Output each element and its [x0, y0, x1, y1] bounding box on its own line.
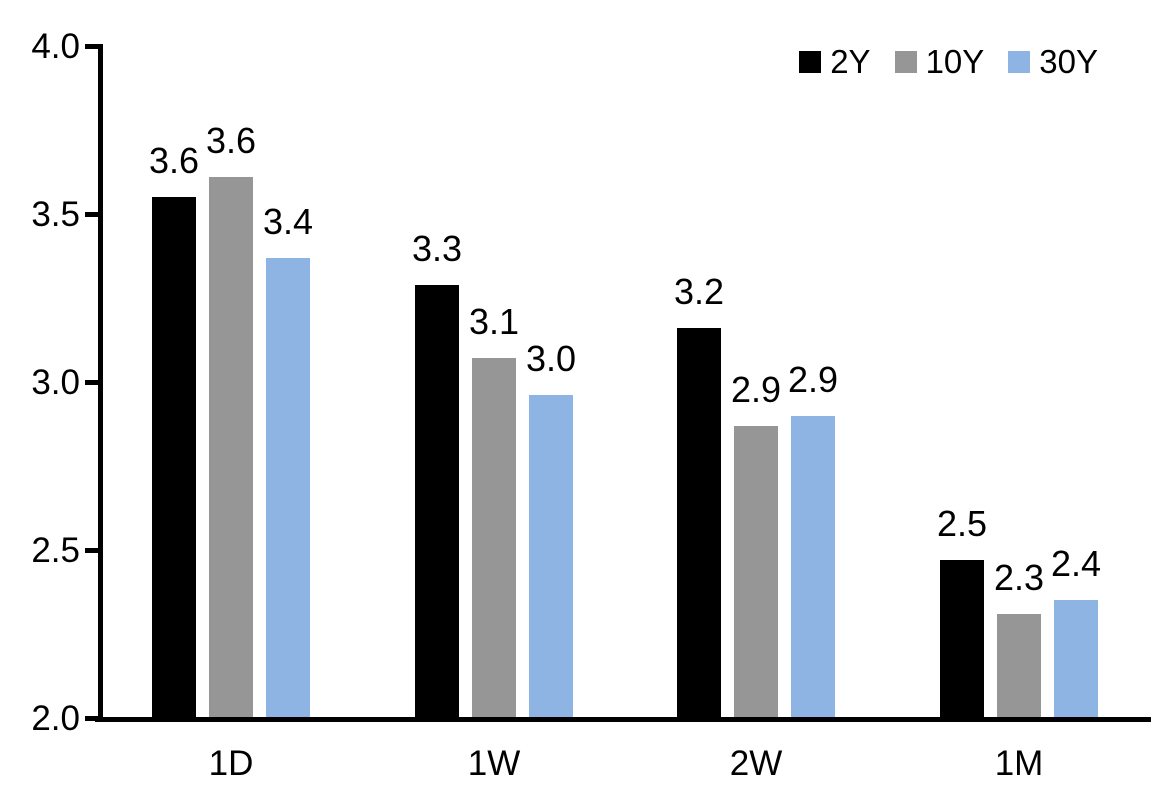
bar-30Y-2W [791, 415, 835, 717]
legend-swatch-30Y [1008, 50, 1031, 73]
data-label-30Y-1M: 2.4 [1050, 543, 1102, 585]
data-label-30Y-1D: 3.4 [262, 200, 314, 242]
bar-2Y-1W [415, 284, 459, 717]
y-axis-tick [85, 212, 98, 217]
data-label-2Y-1W: 3.3 [411, 227, 463, 269]
bar-30Y-1W [529, 395, 573, 717]
data-label-10Y-1M: 2.3 [993, 556, 1045, 598]
bar-10Y-1W [472, 358, 516, 717]
x-axis-label-1D: 1D [208, 744, 254, 783]
legend-label-30Y: 30Y [1039, 43, 1098, 80]
bar-2Y-1D [152, 197, 196, 717]
x-axis-line [95, 717, 1151, 722]
bar-2Y-1M [940, 560, 984, 717]
bar-10Y-2W [734, 425, 778, 717]
data-label-10Y-1D: 3.6 [205, 120, 257, 162]
legend-item-10Y: 10Y [894, 43, 985, 80]
legend-label-10Y: 10Y [925, 43, 985, 80]
y-axis-tick [85, 380, 98, 385]
data-label-10Y-1W: 3.1 [468, 301, 520, 343]
y-axis-tick [85, 44, 98, 49]
data-label-10Y-2W: 2.9 [730, 368, 782, 410]
legend-swatch-10Y [894, 50, 917, 73]
legend-item-30Y: 30Y [1008, 45, 1098, 78]
x-axis-label-1W: 1W [467, 744, 521, 783]
bar-30Y-1M [1054, 600, 1098, 717]
x-axis-label-2W: 2W [729, 744, 783, 783]
bar-10Y-1D [209, 177, 253, 717]
legend: 2Y 10Y 30Y [799, 45, 1098, 78]
x-axis-label-1M: 1M [994, 744, 1044, 783]
y-axis-tick-label: 2.0 [31, 699, 80, 738]
y-axis-tick-label: 3.5 [31, 195, 80, 234]
y-axis-line [98, 44, 103, 722]
legend-label-2Y: 2Y [830, 43, 871, 80]
data-label-2Y-1M: 2.5 [936, 503, 988, 545]
bar-10Y-1M [997, 613, 1041, 717]
y-axis-tick [85, 548, 98, 553]
y-axis-tick-label: 4.0 [31, 27, 80, 66]
y-axis-tick-label: 2.5 [31, 531, 80, 570]
legend-swatch-2Y [799, 50, 822, 73]
bar-2Y-2W [677, 328, 721, 717]
data-label-30Y-1W: 3.0 [525, 338, 577, 380]
y-axis-tick-label: 3.0 [31, 363, 80, 402]
y-axis-tick [85, 716, 98, 721]
bar-30Y-1D [266, 257, 310, 717]
legend-item-2Y: 2Y [799, 43, 871, 80]
data-label-30Y-2W: 2.9 [787, 358, 839, 400]
data-label-2Y-1D: 3.6 [148, 140, 200, 182]
data-label-2Y-2W: 3.2 [673, 271, 725, 313]
